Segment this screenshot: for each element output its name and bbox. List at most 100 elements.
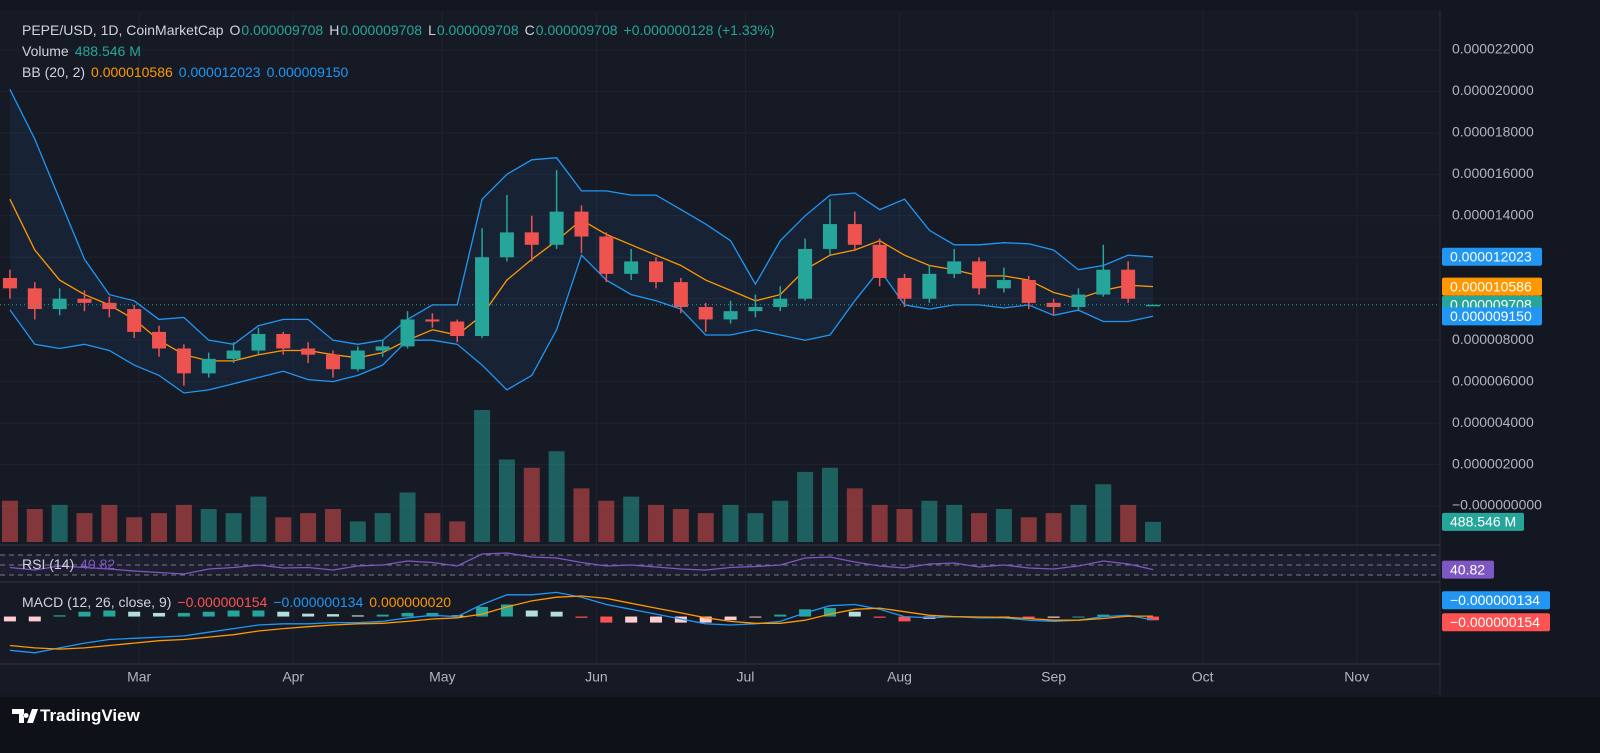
ohlc-key: O xyxy=(229,22,241,38)
y-tick-label: 0.000006000 xyxy=(1452,372,1534,388)
volume-bar xyxy=(1120,504,1137,542)
candle-body xyxy=(77,298,92,303)
x-tick-label: Mar xyxy=(127,669,151,685)
tradingview-logo xyxy=(12,709,38,723)
macd-histogram-bar xyxy=(227,610,240,617)
volume-bar xyxy=(1144,521,1161,542)
volume-bar xyxy=(349,521,366,542)
candle-body xyxy=(27,288,42,310)
candle-body xyxy=(1071,294,1086,308)
bb-line xyxy=(9,89,1154,345)
y-tick-label: 0.000016000 xyxy=(1452,165,1534,181)
macd-histogram-bar xyxy=(128,611,141,617)
y-tick-label: 0.000002000 xyxy=(1452,455,1534,471)
volume-bar xyxy=(1020,517,1037,542)
volume-bar xyxy=(300,513,317,542)
macd-histogram-bar xyxy=(724,616,737,621)
bb-lower-label-box xyxy=(1442,307,1542,326)
candle-body xyxy=(325,354,340,370)
volume-bar xyxy=(51,504,68,542)
symbol: PEPE/USD, 1D, CoinMarketCap xyxy=(22,22,224,38)
candle-body xyxy=(475,257,490,337)
bb-upper-label-box xyxy=(1442,247,1542,266)
macd-histogram-bar xyxy=(575,616,588,618)
legend-macd: MACD (12, 26, close, 9) −0.000000154 −0.00… xyxy=(22,594,457,610)
volume-bar xyxy=(772,500,789,542)
volume-bar xyxy=(747,513,764,542)
ohlc-key: L xyxy=(428,22,436,38)
volume-bar xyxy=(995,509,1012,542)
candle-body xyxy=(549,211,564,245)
macd-histogram-bar xyxy=(3,616,16,622)
macd-histogram-bar xyxy=(749,616,762,618)
candle-body xyxy=(350,350,365,370)
volume-bar xyxy=(672,509,689,542)
candle-body xyxy=(1021,280,1036,303)
macd-histogram-bar xyxy=(202,611,215,617)
macd-histogram-bar xyxy=(28,616,41,622)
candle-body xyxy=(698,307,713,320)
volume-bar xyxy=(126,517,143,542)
volume-bar xyxy=(374,513,391,542)
y-tick-label: −0.000000000 xyxy=(1452,497,1542,513)
candle-body xyxy=(400,319,415,347)
volume-bar xyxy=(275,517,292,542)
volume-value: 488.546 M xyxy=(74,43,141,59)
ohlc-value: 0.000009708 xyxy=(340,22,423,38)
macd-histogram-bar xyxy=(848,611,861,617)
volume-bar xyxy=(175,504,192,542)
x-tick-label: Oct xyxy=(1192,669,1214,685)
candle-body xyxy=(897,277,912,299)
volume-bar xyxy=(76,513,93,542)
macd-title: MACD (12, 26, close, 9) xyxy=(22,594,172,610)
candle-body xyxy=(102,302,117,310)
volume-bar xyxy=(250,496,267,542)
signal-value: 0.000000020 xyxy=(369,594,452,610)
volume-bar xyxy=(200,509,217,542)
bb-value: 0.000009150 xyxy=(266,64,349,80)
candle-body xyxy=(276,333,291,349)
x-tick-label: Nov xyxy=(1344,669,1369,685)
signal-line xyxy=(9,595,1153,650)
x-tick-label: Jun xyxy=(585,669,608,685)
macd-histogram-bar xyxy=(476,606,489,617)
volume-bar xyxy=(797,471,814,542)
macd-histogram-bar xyxy=(302,613,315,617)
macd-histogram-bar xyxy=(326,614,339,617)
volume-bar xyxy=(324,509,341,542)
macd-histogram-bar xyxy=(177,612,190,617)
candle-body xyxy=(822,224,837,249)
rsi-label-text: 40.82 xyxy=(1450,561,1485,577)
macd-histogram-bar xyxy=(103,610,116,617)
candle-body xyxy=(152,331,167,349)
candle-body xyxy=(947,261,962,274)
macd-histogram-bar xyxy=(78,611,91,617)
macd-label-box xyxy=(1442,591,1550,610)
volume-bar xyxy=(697,513,714,542)
bb-title: BB (20, 2) xyxy=(22,64,86,80)
candle-body xyxy=(649,261,664,283)
volume-bar xyxy=(722,504,739,542)
legend-volume: Volume 488.546 M xyxy=(22,43,147,59)
volume-bar xyxy=(424,513,441,542)
macd-histogram-bar xyxy=(1047,616,1060,618)
candle-body xyxy=(624,261,639,274)
y-tick-label: 0.000008000 xyxy=(1452,331,1534,347)
candle-body xyxy=(847,224,862,245)
volume-bar xyxy=(648,504,665,542)
macd-histogram-bar xyxy=(873,616,886,618)
volume-bar xyxy=(821,467,838,542)
y-tick-label: 0.000022000 xyxy=(1452,41,1534,57)
ohlc-key: H xyxy=(329,22,340,38)
macd-histogram-bar xyxy=(699,616,712,623)
volume-bar xyxy=(523,467,540,542)
rsi-label-box xyxy=(1442,560,1494,579)
bb-value: 0.000010586 xyxy=(91,64,173,80)
volume-bar xyxy=(896,509,913,542)
candle-body xyxy=(748,307,763,312)
ohlc-key: C xyxy=(524,22,535,38)
volume-bar xyxy=(449,521,466,542)
legend-rsi: RSI (14) 40.82 xyxy=(22,556,121,572)
